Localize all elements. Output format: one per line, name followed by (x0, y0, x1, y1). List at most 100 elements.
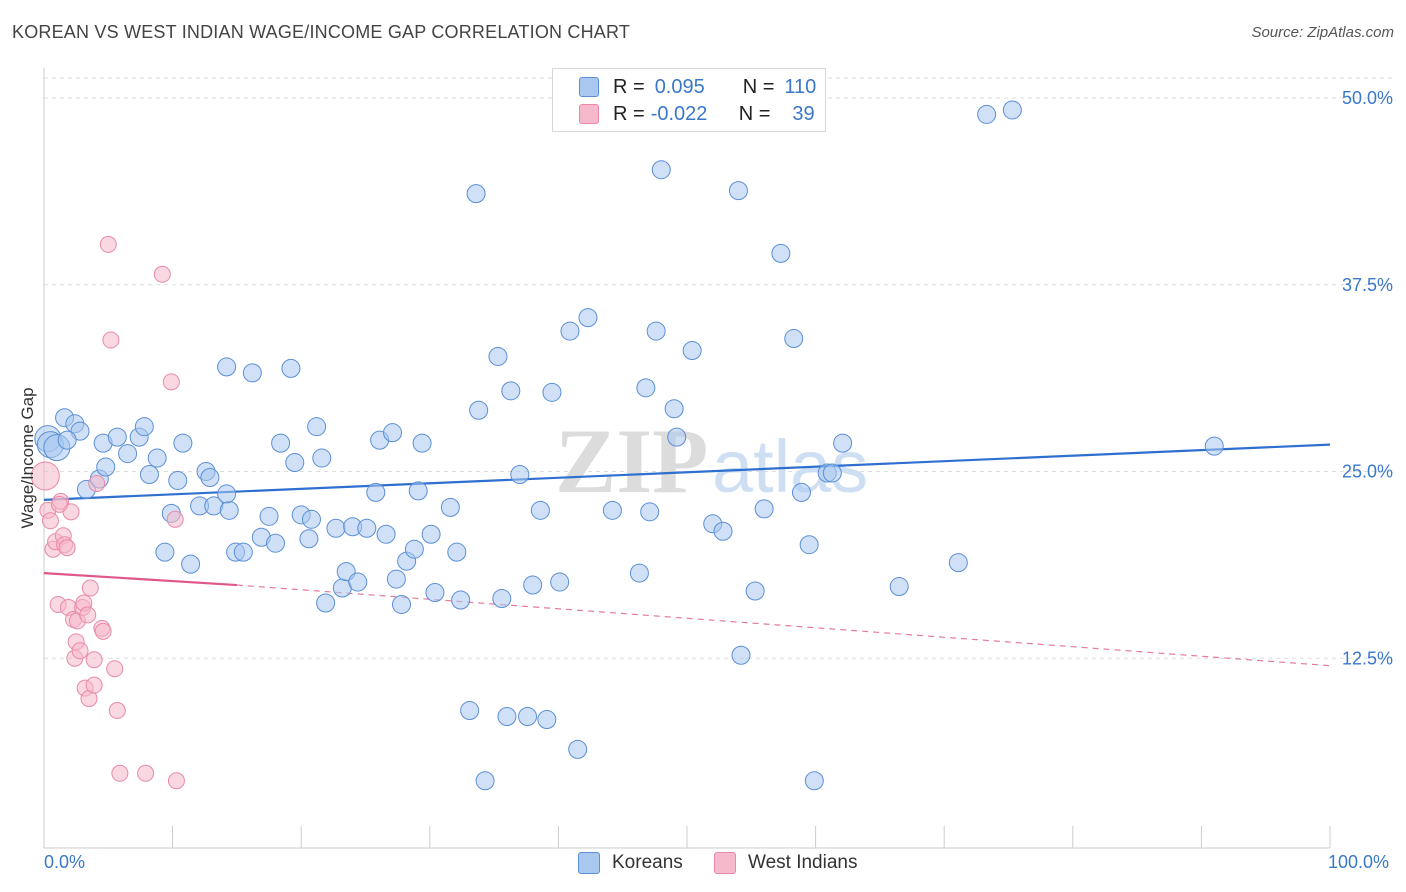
west-indian-trend-extension (236, 584, 1331, 667)
legend-n-label: N = (738, 102, 771, 125)
korean-point (542, 382, 562, 402)
legend-r-label: R = (613, 75, 645, 98)
korean-point (1002, 100, 1022, 120)
korean-point (745, 581, 765, 601)
west-indian-point (99, 235, 117, 253)
legend-swatch-west-indians (579, 104, 599, 124)
west-indian-point (85, 651, 103, 669)
chart-source: Source: ZipAtlas.com (1251, 24, 1394, 41)
korean-point (440, 497, 460, 517)
axes (43, 68, 1331, 849)
bottom-legend-swatch-koreans (578, 852, 600, 874)
bottom-legend-west-indians: West Indians (714, 852, 857, 874)
west-indian-trend-line (43, 571, 237, 587)
korean-point (366, 482, 386, 502)
chart-title: KOREAN VS WEST INDIAN WAGE/INCOME GAP CO… (12, 22, 631, 42)
x-tick-label-max: 100.0% (1328, 852, 1390, 872)
west-indian-point (30, 461, 60, 491)
watermark-zip: ZIP (555, 410, 708, 512)
korean-point (651, 160, 671, 180)
west-indian-point (88, 474, 106, 492)
korean-point (518, 707, 538, 727)
korean-point (301, 509, 321, 529)
legend-r-value: 0.095 (654, 75, 705, 98)
korean-point (731, 645, 751, 665)
korean-point (217, 484, 237, 504)
korean-point (118, 444, 138, 464)
korean-point (560, 321, 580, 341)
korean-point (629, 563, 649, 583)
korean-point (578, 308, 598, 328)
korean-point (1204, 436, 1224, 456)
west-indian-point (166, 510, 184, 528)
korean-point (259, 506, 279, 526)
legend-swatch-koreans (579, 77, 599, 97)
korean-point (107, 427, 127, 447)
west-indian-point (102, 331, 120, 349)
correlation-legend: R = 0.095 N = 110 R = -0.022 N = 39 (552, 68, 826, 132)
korean-point (492, 588, 512, 608)
korean-point (57, 430, 77, 450)
korean-point (386, 569, 406, 589)
korean-point (833, 433, 853, 453)
west-indian-point (94, 622, 112, 640)
korean-point (460, 701, 480, 721)
west-indian-point (85, 676, 103, 694)
legend-n-value: 39 (792, 102, 815, 125)
korean-point (804, 771, 824, 791)
korean-point (646, 321, 666, 341)
korean-point (602, 500, 622, 520)
korean-point (791, 482, 811, 502)
korean-point (357, 518, 377, 538)
legend-r-label: R = (613, 102, 645, 125)
west-indian-point (50, 495, 68, 513)
korean-point (771, 243, 791, 263)
west-indian-point (58, 539, 76, 557)
korean-point (530, 500, 550, 520)
korean-point (667, 427, 687, 447)
korean-point (488, 346, 508, 366)
korean-point (682, 340, 702, 360)
korean-point (404, 539, 424, 559)
west-indian-point (106, 660, 124, 678)
korean-point (285, 453, 305, 473)
legend-n-label: N = (742, 75, 775, 98)
west-indian-point (153, 265, 171, 283)
korean-point (568, 739, 588, 759)
korean-point (497, 707, 517, 727)
bottom-legend-swatch-west-indians (714, 852, 736, 874)
korean-point (822, 463, 842, 483)
korean-point (392, 594, 412, 614)
korean-point (412, 433, 432, 453)
korean-point (265, 533, 285, 553)
west-indian-point (79, 606, 97, 624)
korean-point (147, 448, 167, 468)
korean-point (977, 104, 997, 124)
korean-point (155, 542, 175, 562)
korean-point (799, 535, 819, 555)
korean-point (168, 470, 188, 490)
korean-point (713, 521, 733, 541)
watermark: ZIP atlas (555, 410, 868, 512)
legend-r-value: -0.022 (650, 102, 708, 125)
korean-point (537, 710, 557, 730)
korean-point (784, 329, 804, 349)
y-tick-label: 37.5% (1342, 275, 1393, 295)
korean-point (523, 575, 543, 595)
korean-point (139, 464, 159, 484)
bottom-legend-koreans: Koreans (578, 852, 683, 874)
korean-point (501, 381, 521, 401)
west-indian-point (167, 772, 185, 790)
korean-point (451, 590, 471, 610)
korean-point (200, 467, 220, 487)
korean-point (640, 502, 660, 522)
korean-point (233, 542, 253, 562)
west-indian-point (108, 702, 126, 720)
korean-point (316, 593, 336, 613)
west-indian-point (162, 373, 180, 391)
west-indian-point (71, 642, 89, 660)
korean-point (376, 524, 396, 544)
korean-point (134, 417, 154, 437)
korean-point (348, 572, 368, 592)
korean-point (219, 500, 239, 520)
